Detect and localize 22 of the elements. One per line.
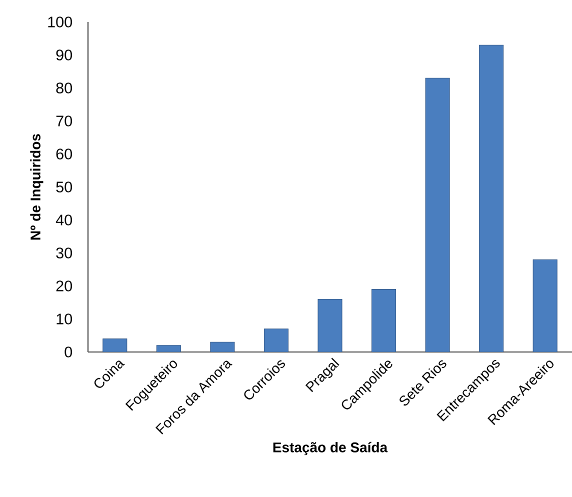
y-tick-label: 10 — [56, 314, 72, 324]
y-tick-label: 30 — [56, 248, 72, 258]
y-tick-label: 50 — [56, 182, 72, 192]
bar — [479, 44, 504, 352]
bar — [372, 289, 396, 352]
x-axis-title: Estação de Saída — [273, 442, 388, 456]
y-tick-label: 90 — [56, 50, 72, 60]
bar — [318, 298, 342, 352]
bar — [102, 338, 128, 352]
bar — [532, 259, 558, 352]
y-tick-label: 100 — [48, 16, 72, 28]
bar — [210, 342, 235, 352]
y-tick-label: 20 — [56, 280, 72, 292]
y-tick-label: 70 — [56, 116, 72, 126]
bar — [425, 78, 450, 352]
y-tick-label: 60 — [56, 148, 72, 160]
bar — [156, 345, 181, 352]
y-tick-label: 40 — [56, 214, 72, 226]
y-tick-label: 80 — [56, 82, 72, 94]
bar — [264, 328, 288, 352]
y-axis-title: Nº de Inquiridos — [30, 134, 44, 240]
y-tick-label: 0 — [64, 346, 72, 358]
